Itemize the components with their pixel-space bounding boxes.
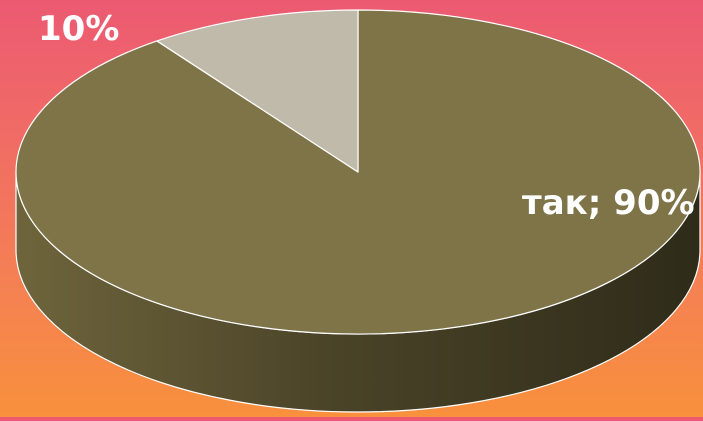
slice-label-tak: так; 90% — [522, 183, 695, 223]
slice-label-10pct: 10% — [38, 9, 119, 49]
pie-slice-10pct — [156, 9, 359, 173]
